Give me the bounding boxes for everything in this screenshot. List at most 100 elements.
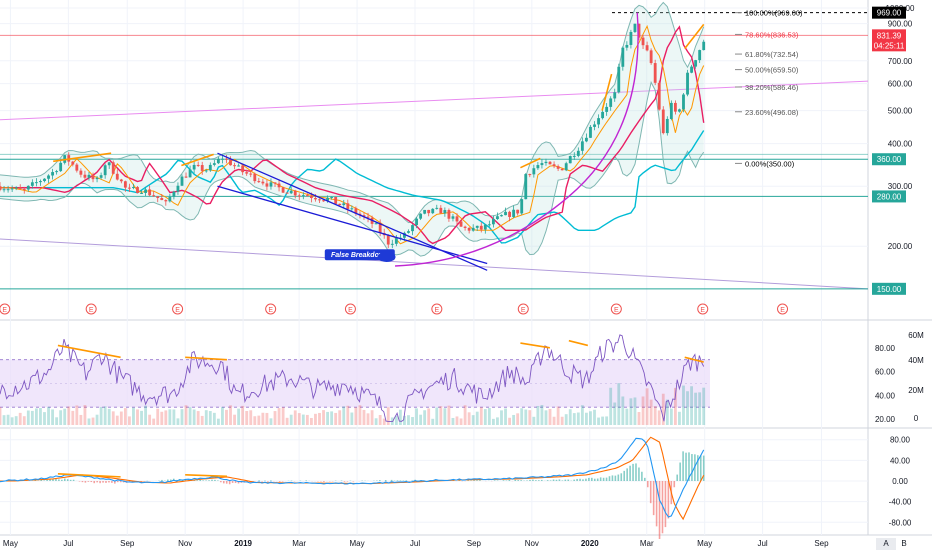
macd-histogram-bar	[196, 480, 198, 481]
volume-bar	[642, 396, 645, 425]
volume-bar	[181, 409, 184, 425]
candle-body	[177, 186, 180, 192]
corner-label: A	[883, 539, 889, 548]
volume-bar	[0, 407, 1, 425]
y-tick-label: 0.00	[892, 477, 908, 486]
candle-body	[350, 208, 353, 209]
volume-bar	[536, 406, 539, 425]
macd-histogram-bar	[526, 480, 528, 481]
macd-histogram-bar	[562, 480, 564, 481]
candle-body	[266, 183, 269, 186]
volume-bar	[177, 418, 180, 425]
candle-body	[330, 197, 333, 198]
macd-histogram-bar	[217, 480, 219, 481]
volume-bar	[605, 416, 608, 425]
volume-bar	[702, 388, 705, 425]
candle-body	[597, 118, 600, 124]
volume-bar	[3, 415, 6, 425]
volume-bar	[108, 409, 111, 425]
candle-body	[435, 208, 438, 209]
volume-bar	[140, 411, 143, 425]
macd-histogram-bar	[476, 480, 478, 481]
candle-body	[541, 163, 544, 165]
volume-bar	[423, 410, 426, 425]
macd-histogram-bar	[202, 480, 204, 481]
macd-histogram-bar	[618, 475, 620, 481]
candle-body	[27, 186, 30, 190]
volume-bar	[278, 408, 281, 425]
macd-histogram-bar	[600, 477, 602, 481]
fib-level-label: 50.00%(659.50)	[745, 66, 799, 75]
macd-histogram-bar	[553, 480, 555, 481]
volume-bar	[577, 413, 580, 425]
candle-body	[460, 221, 463, 226]
volume-bar	[152, 419, 155, 425]
candle-body	[128, 188, 131, 189]
volume-bar	[496, 417, 499, 425]
volume-bar	[294, 410, 297, 425]
macd-histogram-bar	[547, 480, 549, 481]
macd-histogram-bar	[529, 480, 531, 481]
volume-bar	[350, 413, 353, 425]
candle-body	[241, 165, 244, 172]
macd-histogram-bar	[676, 475, 678, 481]
volume-bar	[79, 415, 82, 425]
volume-bar	[431, 419, 434, 425]
candle-body	[698, 50, 701, 60]
macd-histogram-bar	[102, 481, 104, 483]
volume-bar	[593, 410, 596, 425]
volume-bar	[682, 386, 685, 425]
candle-body	[152, 195, 155, 196]
volume-bar	[253, 416, 256, 425]
candle-body	[233, 165, 236, 166]
candle-body	[617, 67, 620, 93]
candle-body	[646, 45, 649, 50]
macd-histogram-bar	[43, 480, 45, 481]
macd-histogram-bar	[258, 480, 260, 481]
candle-body	[270, 182, 273, 186]
candle-body	[314, 198, 317, 199]
volume-bar	[221, 407, 224, 425]
candle-body	[15, 187, 18, 188]
volume-bar	[241, 406, 244, 425]
volume-bar	[472, 415, 475, 425]
volume-bar	[476, 412, 479, 425]
earnings-marker-label: E	[268, 307, 273, 314]
volume-bar	[613, 403, 616, 425]
volume-bar	[112, 411, 115, 425]
candle-body	[302, 195, 305, 196]
candle-body	[387, 235, 390, 244]
divergence-trendline	[58, 345, 121, 357]
volume-bar	[468, 412, 471, 425]
earnings-marker-label: E	[521, 307, 526, 314]
volume-bar	[197, 411, 200, 425]
macd-histogram-bar	[550, 480, 552, 481]
volume-bar	[678, 412, 681, 425]
x-tick-label: Mar	[292, 539, 306, 548]
candle-body	[298, 195, 301, 196]
volume-bar	[237, 409, 240, 425]
volume-bar	[561, 417, 564, 425]
candle-body	[609, 98, 612, 106]
macd-histogram-bar	[90, 481, 92, 482]
macd-histogram-bar	[609, 476, 611, 481]
volume-bar	[480, 407, 483, 425]
candle-body	[443, 210, 446, 213]
y-tick-label: 400.00	[888, 140, 913, 149]
macd-histogram-bar	[612, 475, 614, 481]
candle-body	[306, 195, 309, 196]
candle-body	[674, 103, 677, 112]
macd-histogram-bar	[61, 480, 63, 481]
fib-level-label: 23.60%(496.08)	[745, 108, 799, 117]
candle-body	[520, 199, 523, 213]
volume-bar	[132, 408, 135, 425]
volume-bar	[508, 418, 511, 425]
macd-histogram-bar	[665, 481, 667, 527]
y-tick-label: 40.00	[875, 391, 896, 400]
candle-body	[144, 189, 147, 192]
candle-body	[621, 48, 624, 67]
candle-body	[84, 175, 87, 178]
bollinger-band-fill	[0, 2, 704, 256]
macd-histogram-bar	[647, 481, 649, 487]
volume-bar	[302, 415, 305, 425]
